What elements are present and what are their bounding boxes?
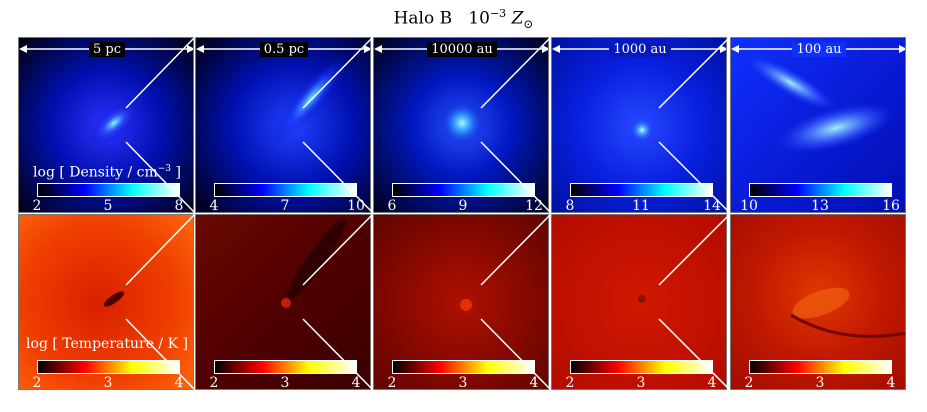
density-tick-min-4: 8	[565, 198, 575, 213]
temperature-tick-min-2: 2	[209, 375, 219, 390]
density-colorbar-2	[214, 183, 357, 197]
temperature-tick-min-3: 2	[387, 375, 397, 390]
temperature-colorbar-3	[392, 360, 535, 374]
temperature-colorbar-4	[570, 360, 713, 374]
scale-label-1: 5 pc	[88, 42, 125, 57]
temperature-tick-min-4: 2	[565, 375, 575, 390]
scale-label-4: 1000 au	[609, 42, 671, 57]
scale-label-5: 100 au	[792, 42, 846, 57]
temperature-tick-mid-5: 3	[815, 375, 825, 390]
density-tick-max-1: 8	[174, 198, 184, 213]
density-panel-3: 10000 au 6 9 12	[373, 37, 549, 213]
density-tick-min-1: 2	[32, 198, 42, 213]
density-colorbar-1	[37, 183, 180, 197]
density-tick-max-3: 12	[525, 198, 543, 213]
density-tick-mid-4: 11	[632, 198, 650, 213]
scale-label-3: 10000 au	[427, 42, 497, 57]
temperature-tick-max-5: 4	[886, 375, 896, 390]
temperature-tick-min-5: 2	[744, 375, 754, 390]
density-tick-max-4: 14	[703, 198, 721, 213]
temperature-panel-5: 2 3 4	[730, 214, 906, 390]
temperature-colorbar-1	[37, 360, 180, 374]
density-colorbar-3	[392, 183, 535, 197]
density-colorbar-5	[749, 183, 892, 197]
density-panel-4: 1000 au 8 11 14	[551, 37, 727, 213]
figure-title: Halo B 10−3 Z⊙	[393, 7, 534, 32]
temperature-tick-max-4: 4	[707, 375, 717, 390]
temperature-tick-mid-1: 3	[103, 375, 113, 390]
density-tick-min-2: 4	[209, 198, 219, 213]
density-tick-min-3: 6	[387, 198, 397, 213]
temperature-tick-max-3: 4	[529, 375, 539, 390]
scale-label-2: 0.5 pc	[259, 42, 309, 57]
density-tick-mid-1: 5	[103, 198, 113, 213]
temperature-colorbar-2	[214, 360, 357, 374]
density-colorbar-4	[570, 183, 713, 197]
temperature-panel-4: 2 3 4	[551, 214, 727, 390]
temperature-tick-max-1: 4	[174, 375, 184, 390]
temperature-tick-min-1: 2	[32, 375, 42, 390]
temperature-colorbar-5	[749, 360, 892, 374]
temperature-panel-1: log [ Temperature / K ] 2 3 4	[18, 214, 194, 390]
density-panel-1: 5 pc log [ Density / cm−3 ] 2 5 8	[18, 37, 194, 213]
density-tick-mid-5: 13	[811, 198, 829, 213]
temperature-panel-3: 2 3 4	[373, 214, 549, 390]
temperature-tick-mid-3: 3	[458, 375, 468, 390]
density-panel-2: 0.5 pc 4 7 10	[195, 37, 371, 213]
density-panel-5: 100 au 10 13 16	[730, 37, 906, 213]
density-tick-mid-3: 9	[458, 198, 468, 213]
temperature-label: log [ Temperature / K ]	[26, 336, 188, 352]
temperature-tick-max-2: 4	[351, 375, 361, 390]
temperature-tick-mid-2: 3	[280, 375, 290, 390]
density-tick-mid-2: 7	[280, 198, 290, 213]
density-tick-min-5: 10	[740, 198, 758, 213]
temperature-panel-2: 2 3 4	[195, 214, 371, 390]
temperature-tick-mid-4: 3	[636, 375, 646, 390]
density-label: log [ Density / cm−3 ]	[33, 164, 181, 181]
density-tick-max-2: 10	[347, 198, 365, 213]
density-tick-max-5: 16	[882, 198, 900, 213]
